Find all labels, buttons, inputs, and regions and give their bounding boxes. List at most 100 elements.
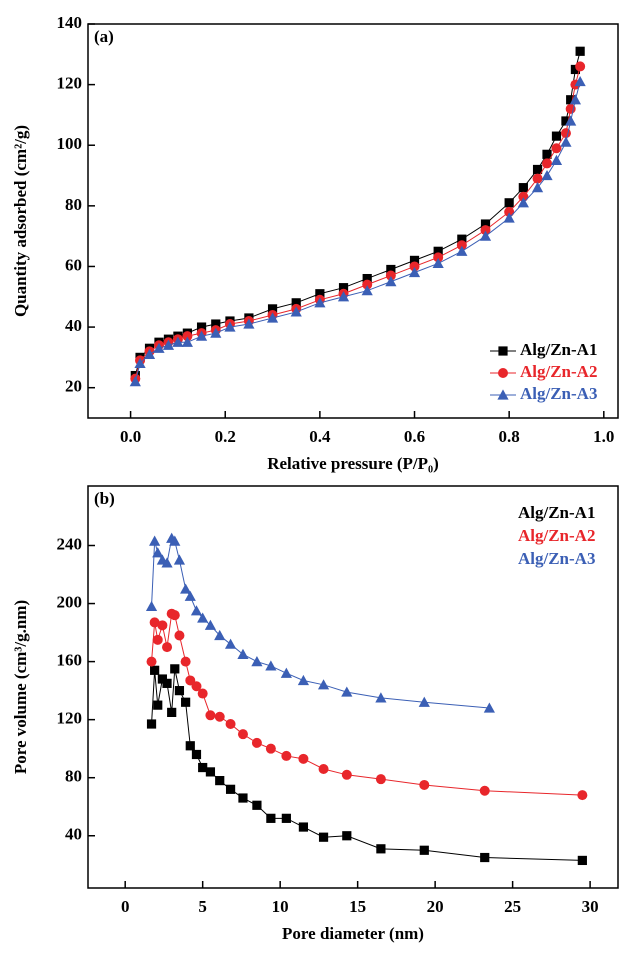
data-point: [225, 784, 236, 794]
x-tick-label: 0.4: [309, 427, 331, 446]
data-point: [266, 312, 279, 323]
data-point: [150, 665, 160, 675]
legend-marker: [498, 346, 508, 356]
data-point: [518, 183, 528, 193]
data-point: [318, 763, 329, 774]
data-point: [480, 225, 491, 236]
x-tick-label: 30: [582, 897, 599, 916]
data-point: [342, 831, 352, 841]
data-point: [191, 749, 202, 760]
data-point: [134, 357, 146, 369]
data-point: [152, 634, 163, 645]
data-point: [162, 339, 175, 350]
data-point: [173, 554, 186, 565]
data-point: [181, 697, 191, 707]
data-point: [153, 342, 165, 353]
y-tick-label: 120: [57, 709, 83, 728]
y-tick-label: 80: [65, 767, 82, 786]
data-point: [518, 191, 529, 202]
data-point: [386, 264, 396, 275]
panel-label: (a): [94, 27, 114, 46]
y-axis-title: Pore volume (cm³/g.nm): [11, 600, 30, 774]
x-tick-label: 1.0: [593, 427, 614, 446]
data-point: [418, 696, 430, 707]
data-point: [480, 852, 490, 863]
data-point: [574, 75, 586, 87]
data-point: [385, 270, 396, 281]
data-point: [180, 656, 191, 667]
data-point: [532, 173, 543, 184]
data-point: [551, 131, 562, 141]
x-tick-label: 0.2: [215, 427, 236, 446]
data-point: [251, 656, 263, 667]
data-point: [184, 590, 196, 601]
data-point: [190, 605, 203, 616]
data-point: [551, 143, 562, 154]
data-point: [376, 844, 386, 854]
data-point: [149, 617, 160, 628]
x-axis-title: Pore diameter (nm): [282, 924, 424, 943]
plot-frame: [87, 23, 619, 419]
data-point: [215, 776, 225, 786]
x-tick-label: 0.0: [120, 427, 141, 446]
data-point: [532, 164, 543, 175]
data-point: [432, 257, 444, 269]
data-point: [174, 686, 185, 696]
data-point: [280, 667, 292, 678]
data-point: [143, 348, 156, 359]
data-point: [252, 800, 262, 810]
data-point: [409, 255, 420, 265]
data-point: [185, 741, 195, 751]
x-tick-label: 15: [349, 897, 366, 916]
data-point: [157, 674, 167, 684]
data-point: [298, 822, 309, 832]
data-point: [170, 664, 180, 674]
data-point: [153, 700, 163, 710]
legend-label: Alg/Zn-A2: [518, 526, 595, 545]
data-point: [408, 266, 421, 278]
data-point: [375, 774, 386, 785]
y-tick-label: 100: [57, 134, 83, 153]
data-point: [483, 702, 495, 713]
series-line: [151, 612, 583, 796]
y-tick-label: 40: [65, 316, 82, 335]
x-tick-label: 5: [198, 897, 207, 916]
data-point: [162, 642, 173, 653]
data-point: [409, 261, 420, 272]
data-point: [172, 336, 184, 347]
data-point: [291, 298, 301, 308]
legend-label: Alg/Zn-A2: [520, 362, 597, 381]
data-point: [375, 692, 387, 703]
y-tick-label: 60: [65, 255, 82, 274]
data-point: [180, 583, 192, 594]
x-tick-label: 0: [121, 897, 130, 916]
data-point: [265, 660, 277, 671]
data-point: [385, 276, 397, 287]
panel-label: (b): [94, 489, 115, 508]
data-point: [517, 197, 529, 208]
data-point: [561, 116, 571, 126]
data-point: [265, 743, 276, 754]
data-point: [542, 158, 553, 169]
data-point: [318, 832, 329, 842]
plot-frame: [87, 485, 619, 889]
y-tick-label: 200: [57, 592, 83, 611]
data-point: [243, 318, 255, 329]
data-point: [238, 793, 248, 803]
y-tick-label: 120: [57, 74, 83, 93]
legend-label: Alg/Zn-A1: [520, 340, 597, 359]
data-point: [237, 729, 248, 740]
data-point: [541, 169, 553, 181]
series-line: [151, 668, 583, 861]
data-point: [167, 707, 177, 717]
y-tick-label: 80: [65, 195, 82, 214]
data-point: [129, 376, 141, 387]
legend-label: Alg/Zn-A3: [520, 384, 597, 403]
x-tick-label: 0.8: [499, 427, 520, 446]
data-point: [566, 95, 576, 105]
data-point: [577, 855, 587, 866]
data-point: [504, 206, 515, 217]
data-point: [182, 331, 193, 342]
y-tick-label: 240: [57, 534, 83, 553]
data-point: [565, 115, 577, 126]
